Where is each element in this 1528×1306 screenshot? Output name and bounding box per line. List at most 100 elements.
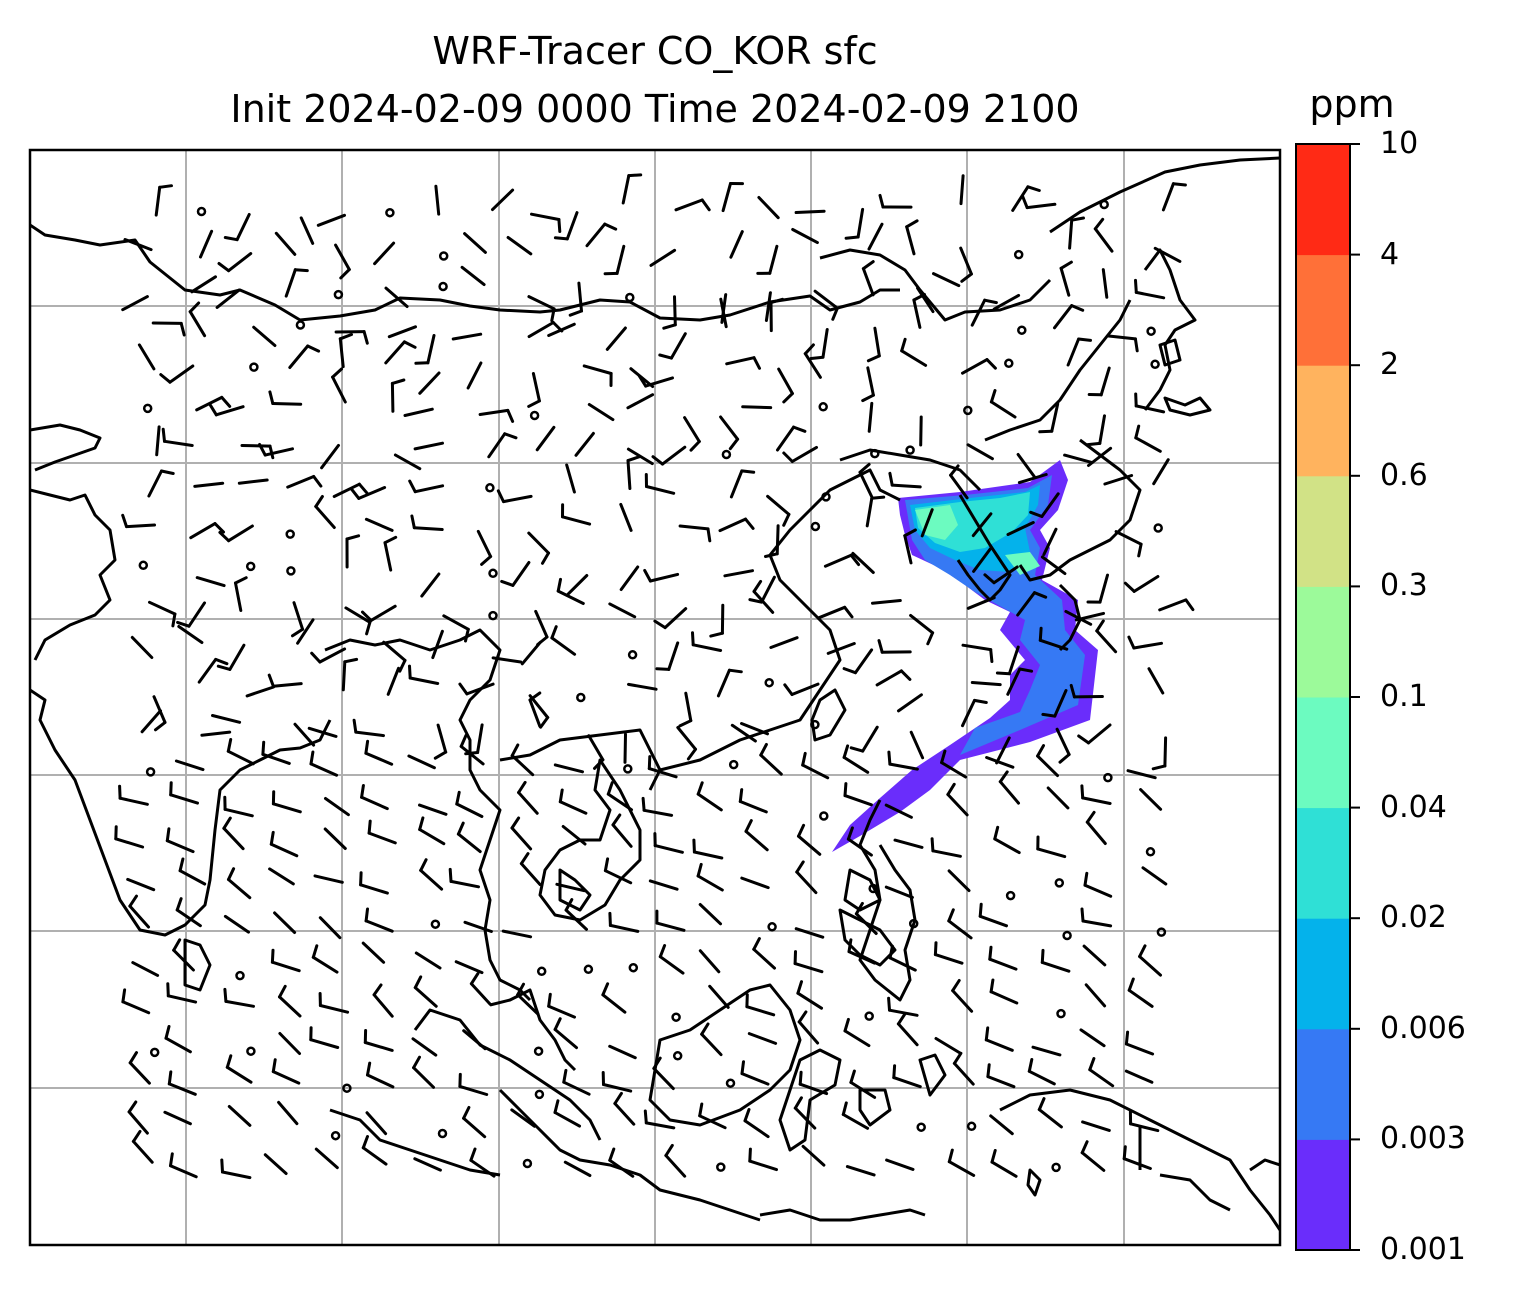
wind-barb-feather <box>1184 598 1195 612</box>
wind-barb-staff <box>796 991 823 1010</box>
wind-barb-staff <box>608 1044 637 1060</box>
wind-barb-feather <box>179 321 186 337</box>
wind-barb-staff <box>1085 820 1107 845</box>
wind-barb-staff <box>393 453 422 471</box>
wind-barb-feather <box>220 395 232 408</box>
wind-barb-staff <box>1152 458 1170 486</box>
wind-barb-staff <box>605 326 627 351</box>
wind-barb-staff <box>1027 1069 1056 1086</box>
colorbar-segment <box>1296 365 1350 477</box>
wind-barb-feather <box>383 535 398 545</box>
wind-barb-feather <box>782 392 794 404</box>
wind-barb-staff <box>502 494 533 504</box>
wind-barb-staff <box>856 207 865 239</box>
wind-barb-staff <box>920 508 934 538</box>
calm-wind-marker <box>286 566 296 576</box>
wind-barb-feather <box>627 173 643 178</box>
wind-barb-staff <box>531 372 541 403</box>
wind-barb-staff <box>626 459 632 490</box>
wind-barb-staff <box>1016 591 1036 617</box>
wind-barb-feather <box>550 307 556 323</box>
wind-barb-staff <box>1084 983 1107 1008</box>
wind-barb-staff <box>372 993 394 1018</box>
wind-barb-staff <box>360 795 389 811</box>
wind-barb-staff <box>669 332 687 360</box>
wind-barb-staff <box>664 1154 687 1178</box>
wind-barb-staff <box>478 408 510 416</box>
wind-barb-staff <box>1158 598 1188 612</box>
wind-barb-staff <box>1081 919 1113 928</box>
wind-barb-feather <box>960 272 973 283</box>
calm-wind-marker <box>819 811 829 821</box>
wind-barb-feather <box>933 941 938 957</box>
colorbar-tick-label: 0.001 <box>1380 1232 1466 1267</box>
wind-barb-staff <box>1098 414 1106 445</box>
wind-barb-feather <box>226 738 233 753</box>
colorbar-unit-label: ppm <box>1309 82 1395 126</box>
wind-barb-feather <box>896 1012 907 1026</box>
calm-wind-marker <box>576 692 586 703</box>
wind-barb-feather <box>744 517 755 530</box>
wind-barb-staff <box>278 995 302 1018</box>
wind-barb-staff <box>966 596 996 610</box>
wind-barb-staff <box>653 844 684 854</box>
wind-barb-feather <box>365 620 372 636</box>
wind-barb-staff <box>1101 268 1109 299</box>
wind-barb-feather <box>658 944 667 959</box>
wind-barb-feather <box>469 1147 477 1162</box>
calm-wind-marker <box>333 289 344 300</box>
wind-barb-feather <box>903 528 917 538</box>
wind-barb-staff <box>284 268 297 298</box>
wind-barb-staff <box>121 1000 151 1015</box>
wind-barb-feather <box>462 1106 471 1120</box>
wind-barb-feather <box>293 268 309 273</box>
wind-barb-staff <box>455 802 484 818</box>
wind-barb-staff <box>506 236 533 256</box>
wind-barb-feather <box>653 619 667 630</box>
wind-barb-feather <box>983 573 996 585</box>
wind-barb-staff <box>1006 521 1035 536</box>
wind-barb-staff <box>369 604 397 622</box>
wind-barb-staff <box>357 486 387 500</box>
wind-barb-staff <box>140 709 162 734</box>
wind-barb-staff <box>986 1075 1016 1089</box>
wind-barb-staff <box>123 238 153 252</box>
wind-barb-staff <box>431 629 444 660</box>
wind-barb-feather <box>469 972 480 986</box>
wind-barb-feather <box>989 648 994 663</box>
wind-barb-staff <box>1095 629 1118 654</box>
wind-barb-staff <box>556 589 585 605</box>
wind-barb-staff <box>676 726 697 751</box>
wind-barb-feather <box>993 825 1000 841</box>
wind-barb-staff <box>776 425 796 452</box>
wind-barb-staff <box>846 837 873 857</box>
wind-barb-staff <box>708 984 730 1009</box>
wind-barb-feather <box>696 862 703 878</box>
wind-barb-staff <box>309 762 339 777</box>
wind-barb-feather <box>797 1010 808 1024</box>
wind-barb-staff <box>673 295 677 327</box>
calm-wind-marker <box>716 1162 726 1172</box>
wind-barb-staff <box>933 953 964 965</box>
wind-barb-feather <box>261 740 266 756</box>
wind-barb-feather <box>408 479 417 494</box>
wind-barb-staff <box>867 222 884 251</box>
wind-barb-feather <box>503 432 518 440</box>
wind-barb-staff <box>363 1041 394 1052</box>
colorbar-segment <box>1296 1028 1350 1140</box>
wind-barb-staff <box>190 275 217 294</box>
wind-barb-staff <box>200 730 232 737</box>
wind-barb-staff <box>234 581 243 612</box>
wind-barb-staff <box>1007 645 1020 676</box>
wind-barb-feather <box>188 301 201 314</box>
wind-barb-staff <box>725 356 756 366</box>
wind-barb-staff <box>603 869 633 885</box>
wind-barb-feather <box>769 297 784 305</box>
wind-barb-feather <box>516 982 525 997</box>
colorbar-tick-label: 0.1 <box>1380 679 1428 714</box>
calm-wind-marker <box>1146 326 1156 336</box>
wind-barb-staff <box>314 1147 339 1170</box>
wind-barb-staff <box>764 291 772 322</box>
wind-barb-staff <box>793 1106 817 1130</box>
wind-barb-staff <box>561 515 592 526</box>
